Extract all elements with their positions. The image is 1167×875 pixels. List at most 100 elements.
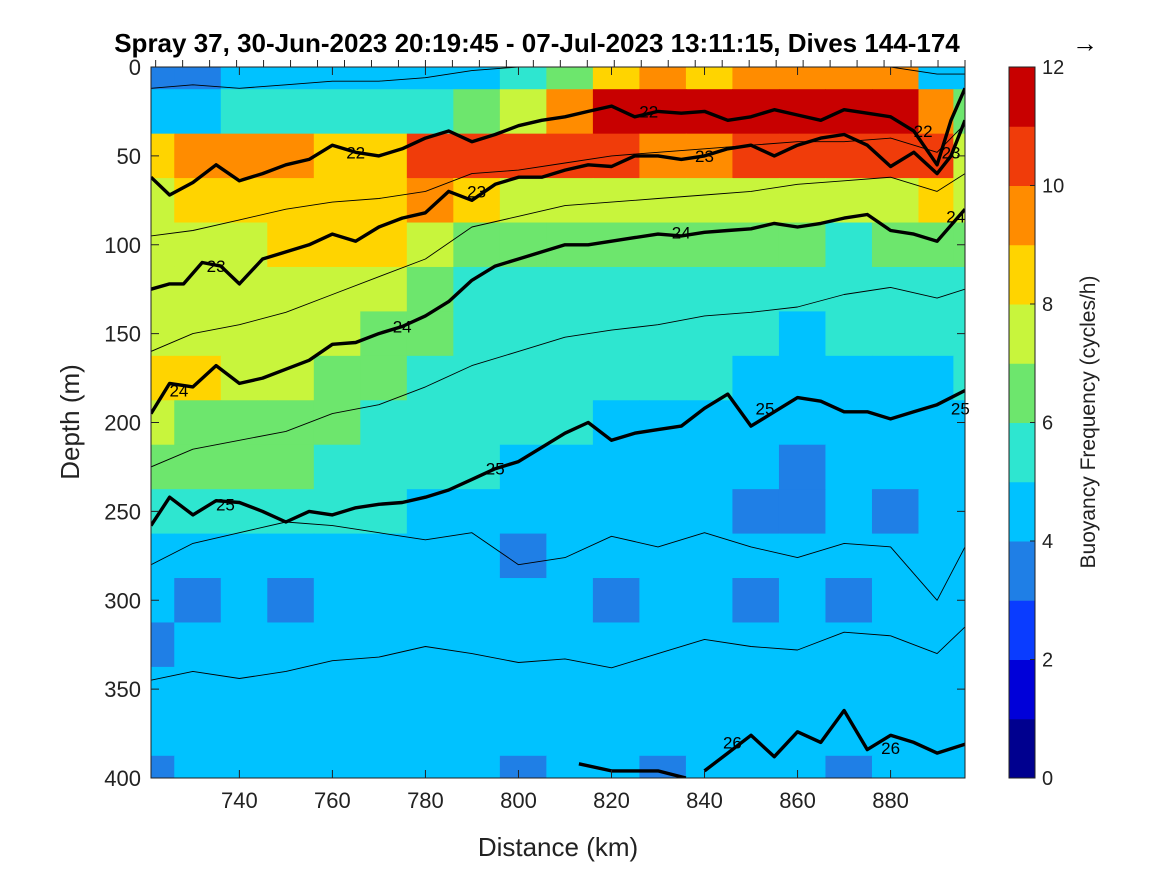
field-cell [151,133,175,179]
colorbar-swatch [1009,481,1035,542]
field-cell [360,400,408,446]
field-cell [592,578,640,624]
field-cell [685,533,734,579]
field-cell [220,67,268,90]
field-cell [592,67,640,90]
minor-contour [151,123,965,237]
field-cell [220,755,268,778]
field-cell [453,666,501,712]
field-cell [953,622,965,668]
field-cell [313,266,361,313]
contour-label-text: 23 [467,182,486,201]
field-cell [360,266,408,313]
field-cell [825,311,873,357]
field-cell [918,533,954,579]
field-cell [685,266,734,313]
isopycnal-contour [578,762,687,778]
y-tick-label: 150 [104,322,141,347]
field-cell [174,89,222,135]
y-tick-label: 400 [104,766,141,791]
field-cell [453,355,501,401]
colorbar-swatch [1009,659,1035,720]
field-cell [313,400,361,446]
colorbar-swatch [1009,718,1035,779]
field-cell [685,489,734,535]
field-cell [825,266,873,313]
field-cell [360,666,408,712]
y-axis-label: Depth (m) [55,364,85,480]
field-cell [267,444,315,490]
field-cell [453,67,501,90]
field-cell [592,711,640,757]
colorbar-tick-label: 12 [1042,57,1064,79]
field-cell [313,444,361,490]
field-cell [732,178,780,224]
field-cell [151,355,175,401]
field-cell [918,178,954,224]
colorbar-swatch [1009,363,1035,423]
field-cell [778,489,827,535]
isopycnal-contour [151,208,965,415]
field-cell [871,444,920,490]
colorbar-tick-label: 10 [1042,176,1064,198]
field-cell [453,533,501,579]
contour-label-text: 24 [393,318,412,337]
field-cell [313,578,361,624]
field-cell [639,444,687,490]
field-cell [220,133,268,179]
field-cell [953,67,965,90]
field-cell [825,67,873,90]
field-cell [732,711,780,757]
field-cell [499,67,547,90]
field-cell [778,622,827,668]
field-cell [778,666,827,712]
field-cell [871,666,920,712]
minor-contour [151,67,965,89]
field-cell [220,400,268,446]
field-cell [174,444,222,490]
field-cell [313,755,361,778]
field-cell [220,89,268,135]
field-cell [406,533,454,579]
field-cell [685,711,734,757]
field-cell [151,311,175,357]
field-cell [360,178,408,224]
field-cell [499,400,547,446]
contour-label-text: 23 [695,147,714,166]
x-axis-label: Distance (km) [478,832,638,862]
field-cell [267,67,315,90]
field-cell [360,67,408,90]
field-cell [499,355,547,401]
colorbar-swatch [1009,541,1035,601]
field-cell [732,444,780,490]
field-cell [174,355,222,401]
contour-label-text: 25 [756,399,775,418]
field-cell [313,67,361,90]
colorbar-swatch [1009,185,1035,246]
field-cell [406,711,454,757]
field-cell [360,311,408,357]
y-tick-label: 250 [104,499,141,524]
field-cell [267,666,315,712]
contour-label-text: 24 [946,207,965,226]
field-cell [953,355,965,401]
field-cell [918,266,954,313]
field-cell [639,578,687,624]
field-cell [499,755,547,778]
field-cell [592,311,640,357]
field-cell [546,755,594,778]
field-cell [360,711,408,757]
field-cell [871,489,920,535]
field-cell [778,67,827,90]
field-cell [685,622,734,668]
contour-label: 25 [951,399,970,418]
field-cell [685,355,734,401]
field-cell [918,755,954,778]
field-cell [953,533,965,579]
field-cell [406,400,454,446]
field-cell [953,755,965,778]
field-cell [685,578,734,624]
y-tick-label: 0 [129,55,141,80]
field-cell [825,578,873,624]
field-cell [918,311,954,357]
